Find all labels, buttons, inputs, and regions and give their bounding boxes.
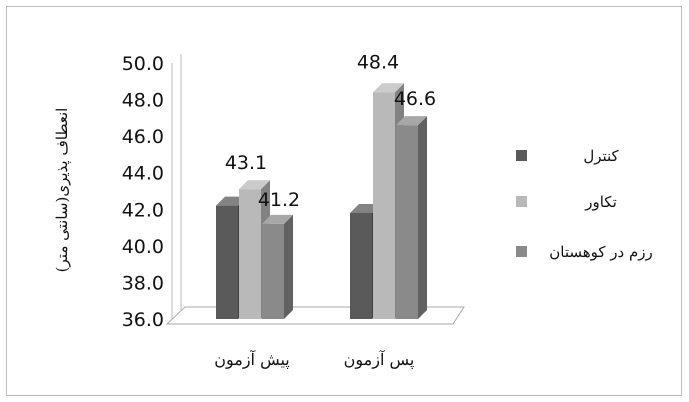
bar-top (239, 180, 270, 190)
bar-front (396, 125, 418, 320)
bar-top (396, 116, 427, 126)
legend-item: رزم در کوهستان (516, 243, 653, 261)
legend-label: کنترل (583, 147, 619, 165)
legend-swatch (516, 246, 527, 257)
y-tick-label: 38.0 (122, 272, 164, 294)
chart-frame: 36.0 38.0 40.0 42.0 44.0 46.0 48.0 50.0 43.1 41.… (6, 6, 682, 396)
bar-front (350, 212, 372, 319)
legend-label: تکاور (584, 193, 617, 211)
y-tick-label: 36.0 (122, 309, 164, 331)
legend-label: رزم در کوهستان (549, 243, 653, 261)
bar-top (262, 214, 293, 224)
data-label: 48.4 (357, 51, 399, 73)
y-tick-label: 44.0 (122, 163, 164, 185)
y-axis-label: انعطاف پذیری(سانتی متر) (53, 108, 71, 273)
bar-chart: 36.0 38.0 40.0 42.0 44.0 46.0 48.0 50.0 43.1 41.… (53, 51, 653, 369)
y-tick-label: 48.0 (122, 90, 164, 112)
y-tick-label: 40.0 (122, 236, 164, 258)
y-tick-label: 46.0 (122, 126, 164, 148)
x-category-label: پس آزمون (344, 349, 415, 369)
legend-swatch (516, 196, 527, 207)
data-label: 46.6 (394, 88, 436, 110)
bar-side (284, 214, 293, 319)
bar-front (262, 223, 284, 319)
bar (396, 116, 427, 320)
data-label: 41.2 (258, 189, 300, 211)
legend-item: کنترل (516, 147, 620, 165)
data-label: 43.1 (225, 152, 267, 174)
bar-front (216, 205, 238, 319)
x-category-label: پیش آزمون (214, 349, 290, 369)
bar (262, 214, 293, 319)
bar-front (373, 92, 395, 319)
bar-front (239, 189, 261, 319)
legend-item: تکاور (516, 193, 617, 211)
bar-top (373, 83, 404, 93)
y-tick-label: 42.0 (122, 199, 164, 221)
y-tick-label: 50.0 (122, 53, 164, 75)
bar-side (418, 116, 427, 320)
legend-swatch (516, 150, 527, 161)
